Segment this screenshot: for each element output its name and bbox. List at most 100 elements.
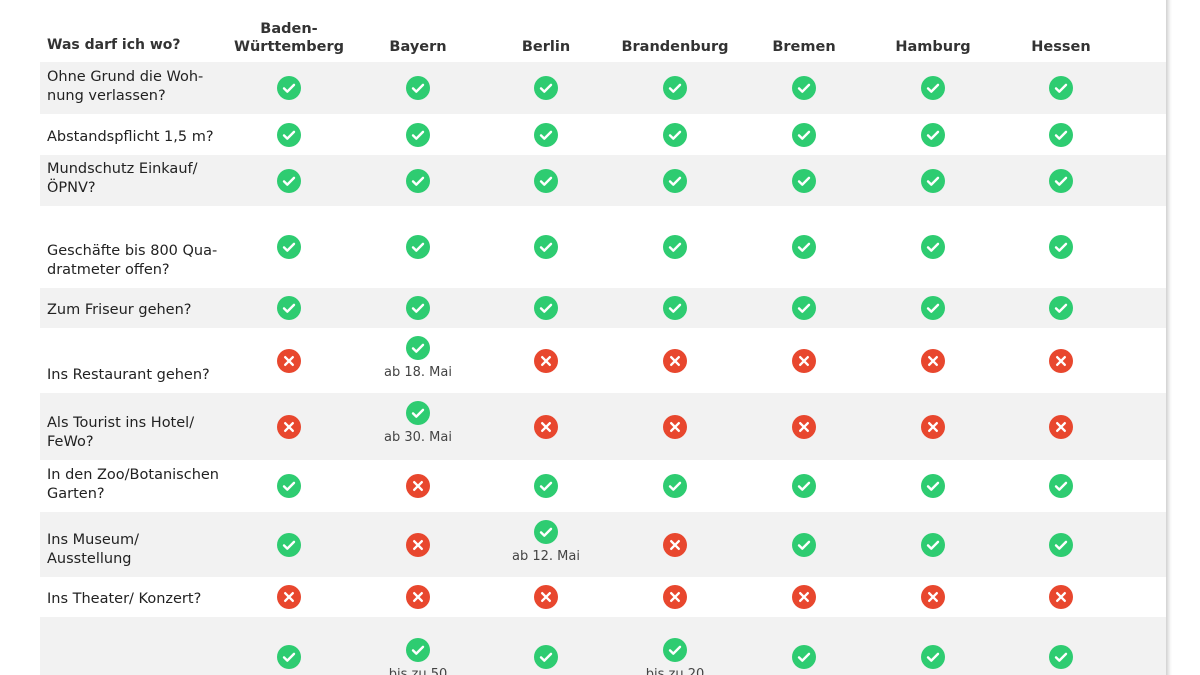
row-label-text: Mundschutz Einkauf/ ÖPNV? [47, 161, 198, 196]
x-circle-icon [792, 414, 816, 439]
table-cell [353, 206, 483, 288]
check-circle-icon [406, 336, 430, 360]
table-cell [868, 62, 998, 114]
column-header: Hamburg [895, 39, 971, 55]
row-label-text: Ins Restaurant gehen? [47, 367, 210, 383]
table-cell: a [1125, 328, 1166, 393]
table-row: Ins Museum/ Ausstellung ab 12. Mai ab [40, 512, 1166, 577]
column-header: Brandenburg [621, 39, 729, 55]
check-circle-icon [277, 168, 301, 193]
x-circle-icon [663, 414, 687, 439]
x-circle-icon [792, 585, 816, 609]
table-cell [868, 577, 998, 617]
table-cell [868, 328, 998, 393]
x-circle-icon [921, 585, 945, 609]
x-circle-icon [277, 348, 301, 373]
table-cell [868, 393, 998, 460]
table-cell [996, 62, 1126, 114]
row-label: Ins Restaurant gehen? [40, 328, 225, 393]
row-label: Als Tourist ins Hotel/ FeWo? [40, 393, 225, 460]
check-circle-icon [663, 296, 687, 320]
x-circle-icon [534, 348, 558, 373]
rules-comparison-table: Was darf ich wo? Baden- Württemberg Bayer… [40, 0, 1166, 675]
table-cell [868, 512, 998, 577]
table-cell [224, 512, 354, 577]
x-circle-icon [277, 414, 301, 439]
column-header: Hessen [1031, 39, 1091, 55]
table-cell [996, 206, 1126, 288]
table-cell [610, 206, 740, 288]
table-cell [739, 62, 869, 114]
table-cell [224, 288, 354, 328]
column-header: Bayern [389, 39, 447, 55]
table-cell [353, 512, 483, 577]
check-circle-icon [406, 401, 430, 425]
table-cell [224, 114, 354, 155]
check-circle-icon [277, 474, 301, 498]
check-circle-icon [534, 122, 558, 147]
check-circle-icon [663, 122, 687, 147]
table-cell [610, 114, 740, 155]
table-cell [224, 460, 354, 512]
table-cell [868, 460, 998, 512]
column-header: Bremen [772, 39, 836, 55]
table-cell: ab [1125, 393, 1166, 460]
table-cell [224, 155, 354, 206]
row-label-text: Ins Museum/ Ausstellung [47, 532, 140, 567]
x-circle-icon [1049, 414, 1073, 439]
table-cell [481, 460, 611, 512]
row-label-text: Als Tourist ins Hotel/ FeWo? [47, 415, 195, 450]
check-circle-icon [277, 122, 301, 147]
column-header: Baden- Württemberg [233, 21, 345, 55]
table-cell [353, 62, 483, 114]
check-circle-icon [921, 532, 945, 557]
table-cell [1125, 288, 1166, 328]
table-cell [610, 62, 740, 114]
check-circle-icon [277, 645, 301, 669]
column-header: Mec Vor [1125, 20, 1166, 56]
table-row: Ohne Grund die Woh- nung verlassen? [40, 62, 1166, 114]
table-cell [353, 114, 483, 155]
check-circle-icon [534, 645, 558, 669]
x-circle-icon [1049, 585, 1073, 609]
table-cell [610, 512, 740, 577]
table-cell: bis 5 [1125, 617, 1166, 675]
table-cell [996, 617, 1126, 675]
table-cell [481, 114, 611, 155]
table-cell [868, 617, 998, 675]
row-label: Geschäfte bis 800 Qua- dratmeter offen? [40, 206, 225, 288]
check-circle-icon [921, 645, 945, 669]
table-cell [1125, 577, 1166, 617]
table-row: Ins Theater/ Konzert? [40, 577, 1166, 617]
table-cell [481, 62, 611, 114]
x-circle-icon [921, 414, 945, 439]
check-circle-icon [663, 638, 687, 662]
check-circle-icon [792, 235, 816, 259]
check-circle-icon [792, 122, 816, 147]
x-circle-icon [792, 348, 816, 373]
check-circle-icon [1049, 122, 1073, 147]
table-cell [224, 577, 354, 617]
row-label: Abstandspflicht 1,5 m? [40, 114, 225, 155]
page-edge-shadow [1166, 0, 1200, 675]
row-label: In den Zoo/Botanischen Garten? [40, 460, 225, 512]
check-circle-icon [406, 168, 430, 193]
table-cell [481, 206, 611, 288]
check-circle-icon [921, 296, 945, 320]
x-circle-icon [1049, 348, 1073, 373]
x-circle-icon [663, 348, 687, 373]
check-circle-icon [792, 76, 816, 100]
check-circle-icon [921, 168, 945, 193]
table-cell [739, 206, 869, 288]
table-row: Mundschutz Einkauf/ ÖPNV? [40, 155, 1166, 206]
check-circle-icon [406, 235, 430, 259]
check-circle-icon [534, 474, 558, 498]
check-circle-icon [406, 638, 430, 662]
x-circle-icon [663, 585, 687, 609]
table-cell [353, 460, 483, 512]
row-label-text: In den Zoo/Botanischen Garten? [47, 467, 219, 502]
table-cell [481, 393, 611, 460]
table-cell [996, 512, 1126, 577]
table-cell: bis zu 50 [353, 617, 483, 675]
check-circle-icon [277, 296, 301, 320]
